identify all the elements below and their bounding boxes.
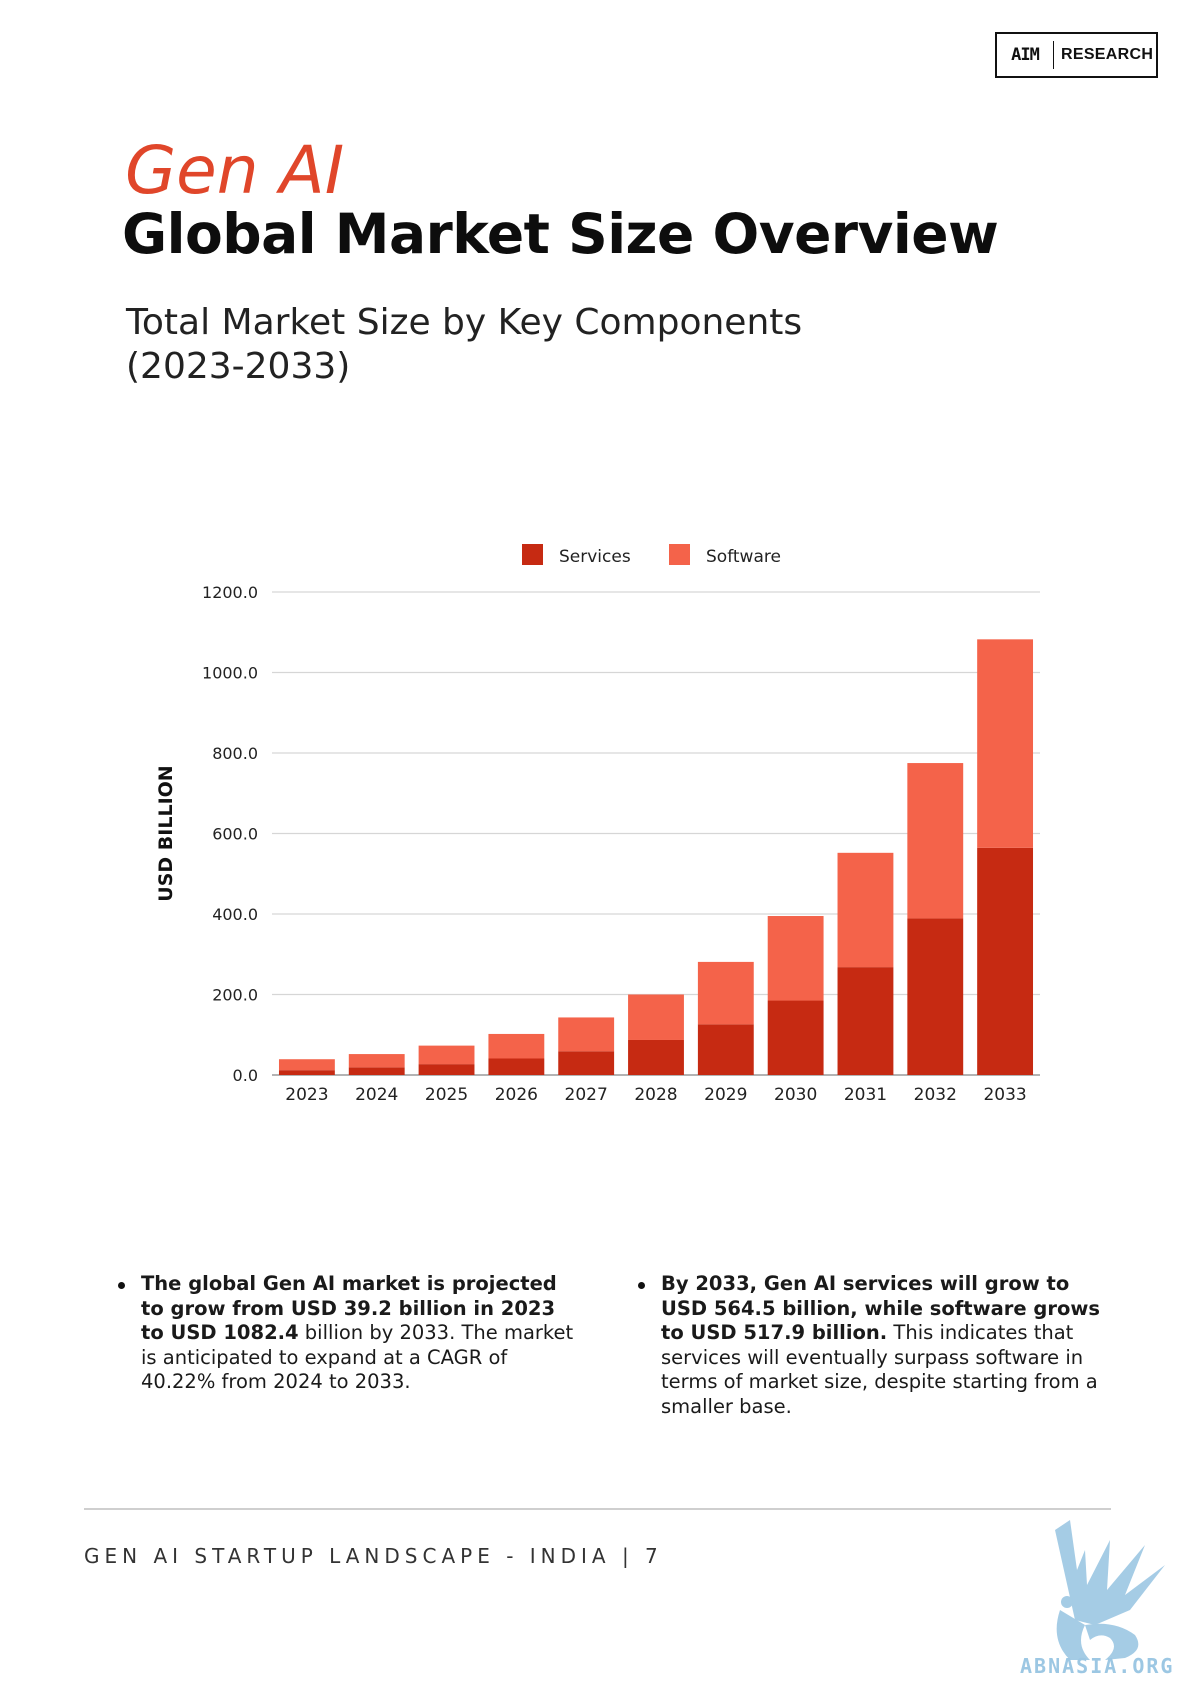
y-tick-label: 200.0 — [212, 986, 258, 1005]
bar-software-2029 — [697, 961, 754, 1025]
x-tick-label: 2028 — [634, 1085, 677, 1105]
legend-label-services: Services — [559, 547, 631, 567]
chart-subtitle: Total Market Size by Key Components (202… — [126, 301, 886, 389]
x-tick-label: 2026 — [495, 1085, 538, 1105]
legend-swatch-services — [522, 544, 543, 565]
bar-software-2030 — [767, 916, 824, 1001]
x-tick-label: 2032 — [914, 1085, 957, 1105]
y-tick-label: 1200.0 — [202, 583, 258, 602]
x-tick-label: 2029 — [704, 1085, 747, 1105]
bullet-dot — [118, 1282, 125, 1289]
y-axis-label: USD BILLION — [155, 765, 177, 901]
y-tick-label: 800.0 — [212, 744, 258, 763]
bar-services-2028 — [628, 1039, 684, 1075]
bar-software-2024 — [348, 1054, 405, 1068]
bullet-left-text: billion by 2033. The market is anticipat… — [141, 1321, 574, 1393]
x-tick-label: 2033 — [983, 1085, 1026, 1105]
watermark-text: ABNASIA.ORG — [1020, 1654, 1175, 1678]
title-global-market: Global Market Size Overview — [122, 202, 999, 266]
title-gen-ai: Gen AI — [125, 132, 345, 209]
bar-services-2032 — [907, 918, 964, 1075]
bar-software-2026 — [488, 1033, 545, 1059]
y-tick-label: 400.0 — [212, 905, 258, 924]
bar-software-2023 — [278, 1059, 335, 1071]
x-tick-label: 2025 — [425, 1085, 468, 1105]
subtitle-line1: Total Market Size by Key Components — [126, 302, 803, 343]
bar-services-2027 — [558, 1051, 615, 1075]
subtitle-line2: (2023-2033) — [126, 346, 351, 387]
y-tick-label: 0.0 — [233, 1066, 258, 1085]
bar-software-2033 — [977, 639, 1034, 848]
bar-services-2026 — [488, 1058, 545, 1075]
bar-services-2029 — [697, 1024, 754, 1075]
legend-swatch-software — [669, 544, 690, 565]
bar-software-2032 — [907, 763, 964, 919]
x-tick-label: 2023 — [285, 1085, 328, 1105]
footer-page-label: GEN AI STARTUP LANDSCAPE - INDIA | 7 — [84, 1544, 663, 1568]
bar-services-2030 — [767, 1000, 824, 1075]
bar-software-2025 — [418, 1045, 475, 1065]
stacked-bar-chart: 0.0 200.0 400.0 600.0 800.0 1000.0 1200.0 USD B… — [155, 544, 1040, 1105]
bar-services-2033 — [977, 847, 1034, 1075]
x-tick-label: 2027 — [565, 1085, 608, 1105]
aim-research-logo: AIM RESEARCH — [995, 32, 1158, 78]
aim-logo-mark: AIM — [997, 41, 1054, 69]
bullet-right-text: This indicates that services will eventu… — [661, 1321, 1098, 1418]
bar-software-2031 — [837, 852, 894, 968]
bullet-right: By 2033, Gen AI services will grow to US… — [633, 1272, 1103, 1419]
x-tick-label: 2030 — [774, 1085, 817, 1105]
bullet-left: The global Gen AI market is projected to… — [113, 1272, 583, 1395]
bar-services-2031 — [837, 967, 894, 1075]
legend-label-software: Software — [706, 547, 781, 567]
bullet-left-bold: The global Gen AI market is projected to… — [141, 1272, 557, 1344]
footer-divider — [84, 1508, 1111, 1510]
griffin-watermark-icon — [1055, 1520, 1165, 1660]
bar-services-2023 — [278, 1070, 335, 1075]
bar-software-2028 — [628, 994, 684, 1040]
research-label: RESEARCH — [1061, 46, 1154, 63]
y-tick-label: 1000.0 — [202, 664, 258, 683]
y-tick-label: 600.0 — [212, 825, 258, 844]
bullet-right-bold: By 2033, Gen AI services will grow to US… — [661, 1272, 1100, 1344]
bar-services-2024 — [348, 1067, 405, 1075]
x-tick-label: 2024 — [355, 1085, 398, 1105]
bar-services-2025 — [418, 1064, 475, 1075]
bar-software-2027 — [558, 1017, 615, 1052]
bullet-dot — [638, 1282, 645, 1289]
x-tick-label: 2031 — [844, 1085, 887, 1105]
